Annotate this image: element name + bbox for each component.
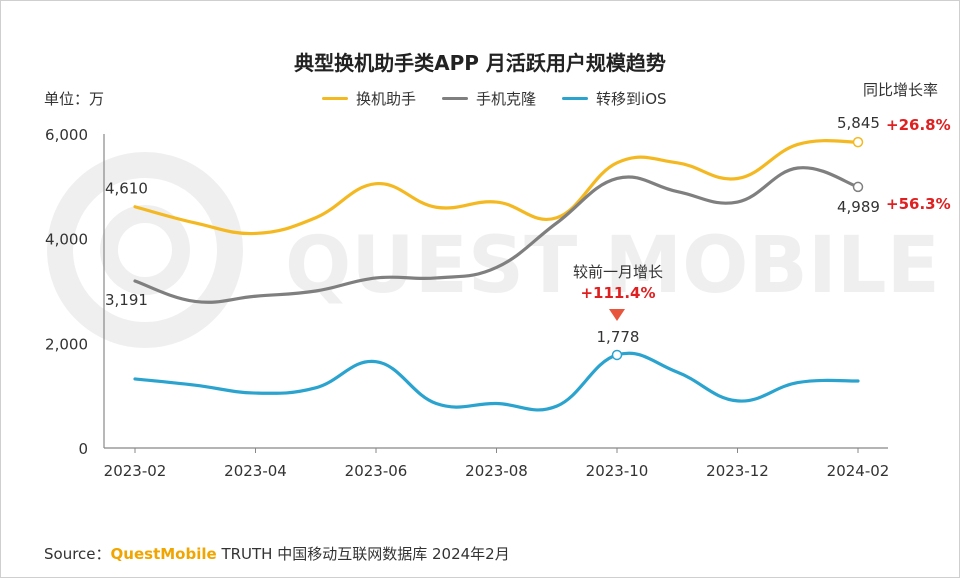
- unit-label: 单位：万: [44, 90, 105, 108]
- series-line-ios: [133, 351, 860, 412]
- legend-swatch-huanji: [322, 97, 348, 100]
- yoy-value-kelong: +56.3%: [886, 195, 951, 213]
- x-tick-label: 2023-04: [224, 462, 287, 480]
- legend-item-huanji: 换机助手: [322, 88, 416, 109]
- legend-item-ios: 转移到iOS: [562, 88, 667, 109]
- data-label-kelong-first: 3,191: [105, 291, 148, 309]
- data-label-huanji-first: 4,610: [105, 180, 148, 198]
- x-tick-label: 2023-08: [465, 462, 528, 480]
- x-tick-label: 2023-02: [104, 462, 167, 480]
- series-line-kelong: [133, 166, 860, 304]
- x-tick-label: 2023-10: [586, 462, 649, 480]
- chart-title: 典型换机助手类APP 月活跃用户规模趋势: [294, 51, 666, 75]
- watermark-logo-core: [100, 205, 190, 295]
- legend-swatch-kelong: [442, 97, 469, 100]
- y-tick-label: 0: [78, 440, 88, 458]
- end-marker-huanji: [852, 136, 864, 148]
- legend: 换机助手 手机克隆 转移到iOS: [322, 88, 667, 109]
- y-tick-label: 2,000: [45, 335, 88, 353]
- legend-item-kelong: 手机克隆: [442, 88, 536, 109]
- annotation-arrow: [609, 309, 625, 321]
- x-tick-label: 2023-06: [345, 462, 408, 480]
- x-tick-label: 2023-12: [706, 462, 769, 480]
- data-label-ios-peak: 1,778: [597, 328, 640, 346]
- end-marker-kelong: [852, 181, 864, 193]
- annotation-text: 较前一月增长: [573, 263, 663, 281]
- watermark: QUEST MOBILE: [47, 152, 940, 348]
- x-tick-label: 2024-02: [827, 462, 890, 480]
- annotation-growth: +111.4%: [580, 284, 655, 302]
- watermark-text: QUEST MOBILE: [285, 221, 940, 311]
- source-line: Source：QuestMobile TRUTH 中国移动互联网数据库 2024…: [44, 543, 510, 564]
- peak-marker-ios: [611, 349, 623, 361]
- legend-swatch-ios: [562, 97, 589, 100]
- source-prefix: Source：: [44, 545, 111, 563]
- yoy-header: 同比增长率: [862, 81, 938, 99]
- legend-label-kelong: 手机克隆: [476, 90, 537, 108]
- watermark-logo-ring: [47, 152, 243, 348]
- y-tick-label: 6,000: [45, 126, 88, 144]
- legend-label-ios: 转移到iOS: [596, 90, 667, 108]
- y-tick-label: 4,000: [45, 231, 88, 249]
- data-label-huanji-last: 5,845: [837, 114, 880, 132]
- series-line-huanji: [133, 139, 860, 236]
- yoy-value-huanji: +26.8%: [886, 116, 951, 134]
- data-label-kelong-last: 4,989: [837, 198, 880, 216]
- source-brand: QuestMobile: [110, 545, 217, 563]
- legend-label-huanji: 换机助手: [356, 90, 417, 108]
- source-rest: TRUTH 中国移动互联网数据库 2024年2月: [216, 545, 510, 563]
